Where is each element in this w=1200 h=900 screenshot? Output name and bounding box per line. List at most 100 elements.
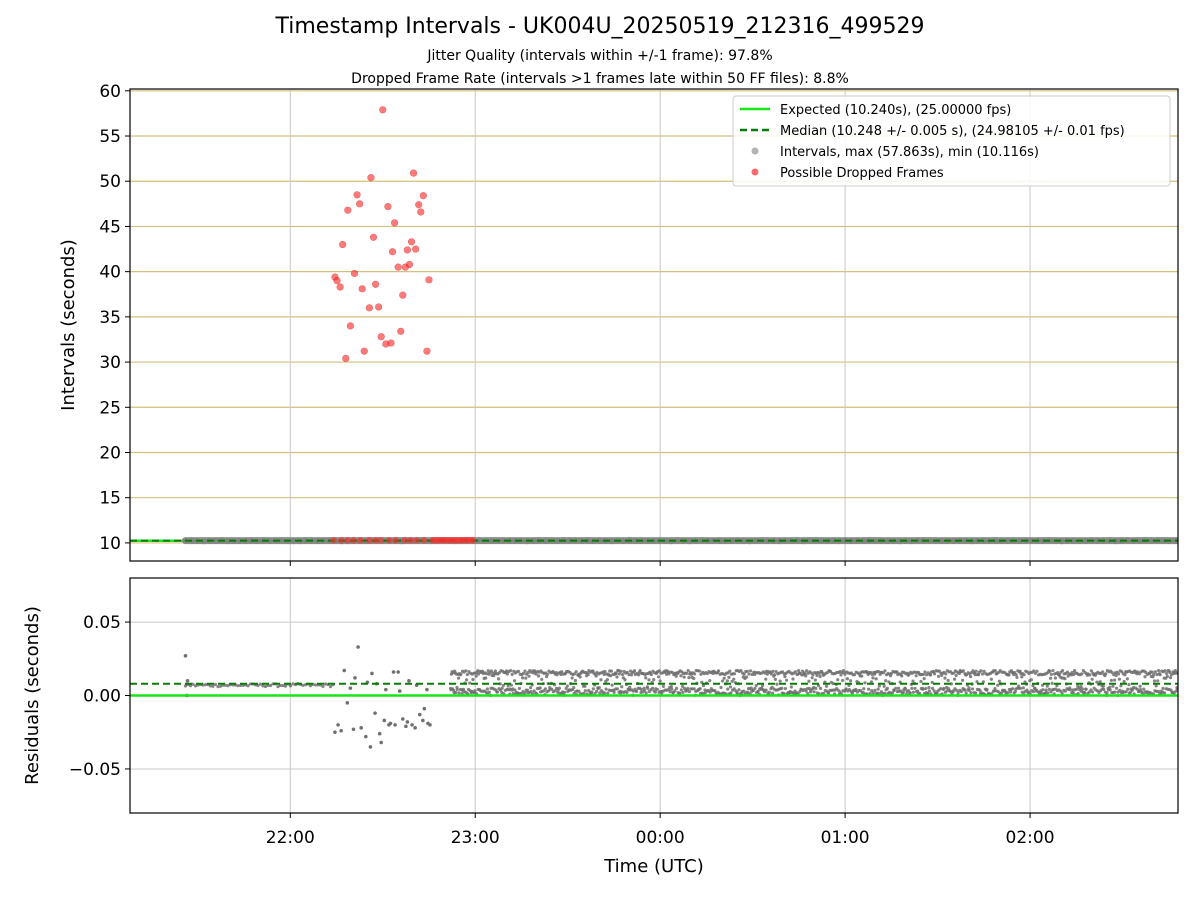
residual-point bbox=[1142, 687, 1146, 691]
interval-point bbox=[728, 537, 735, 545]
residual-point bbox=[397, 689, 402, 693]
residual-point bbox=[873, 688, 877, 692]
residual-point bbox=[321, 684, 325, 689]
interval-point bbox=[530, 537, 537, 544]
dropped-frame-point bbox=[358, 285, 366, 293]
residual-point bbox=[226, 684, 230, 688]
y-tick-label: 15 bbox=[99, 489, 121, 509]
residual-point bbox=[471, 677, 475, 682]
residual-point bbox=[211, 684, 215, 688]
residual-point bbox=[540, 677, 544, 681]
residual-point bbox=[1102, 687, 1106, 691]
residual-point bbox=[591, 687, 595, 691]
residual-point bbox=[981, 680, 985, 684]
interval-point bbox=[1094, 537, 1101, 544]
dropped-frame-point bbox=[413, 537, 420, 544]
residual-point bbox=[784, 678, 789, 682]
residual-point bbox=[400, 717, 405, 721]
residual-point bbox=[748, 669, 753, 673]
residual-point bbox=[980, 672, 985, 676]
residual-point bbox=[594, 674, 598, 678]
interval-point bbox=[1016, 537, 1023, 545]
residual-point bbox=[840, 678, 845, 683]
residual-point bbox=[623, 678, 627, 682]
residual-point bbox=[896, 686, 901, 690]
residual-point bbox=[396, 670, 400, 674]
residual-point bbox=[1080, 672, 1084, 676]
residual-point bbox=[468, 681, 472, 685]
residual-point bbox=[564, 686, 568, 690]
residual-point bbox=[1153, 670, 1157, 674]
residual-point bbox=[1111, 684, 1115, 688]
residual-point bbox=[508, 669, 513, 673]
residual-point bbox=[459, 672, 463, 676]
residual-point bbox=[1124, 690, 1128, 694]
residual-point bbox=[1169, 673, 1173, 677]
residual-point bbox=[474, 674, 478, 678]
residual-point bbox=[612, 690, 616, 694]
interval-point bbox=[500, 537, 507, 544]
residual-point bbox=[413, 726, 417, 730]
dropped-frame-point bbox=[356, 200, 364, 208]
residual-point bbox=[1105, 691, 1109, 695]
residual-point bbox=[1155, 672, 1159, 677]
residual-point bbox=[261, 684, 265, 688]
residual-point bbox=[1049, 672, 1053, 676]
residual-point bbox=[1095, 680, 1099, 684]
residual-point bbox=[942, 686, 946, 691]
residual-point bbox=[747, 672, 751, 676]
interval-point bbox=[620, 537, 627, 545]
residual-point bbox=[504, 669, 509, 673]
residual-point bbox=[1055, 683, 1059, 688]
residual-point bbox=[208, 684, 213, 688]
x-tick-label: 23:00 bbox=[451, 828, 500, 848]
residual-point bbox=[1114, 686, 1119, 690]
dropped-frame-point bbox=[346, 322, 354, 330]
residual-point bbox=[894, 686, 898, 690]
y-tick-label: 55 bbox=[99, 127, 121, 147]
residual-point bbox=[476, 669, 480, 673]
residual-point bbox=[191, 682, 195, 686]
residual-point bbox=[653, 690, 657, 694]
residual-point bbox=[258, 682, 263, 686]
residual-point bbox=[342, 668, 347, 673]
interval-point bbox=[224, 537, 231, 545]
residual-point bbox=[538, 686, 542, 690]
residual-point bbox=[473, 689, 477, 693]
residual-point bbox=[1168, 676, 1173, 680]
residual-point bbox=[824, 684, 829, 688]
residual-point bbox=[678, 691, 682, 695]
residual-point bbox=[1150, 670, 1154, 674]
residual-point bbox=[868, 691, 872, 695]
residual-point bbox=[1010, 687, 1015, 691]
residual-point bbox=[1117, 677, 1121, 681]
residual-point bbox=[513, 688, 517, 692]
interval-point bbox=[302, 537, 309, 544]
residual-point bbox=[1063, 689, 1067, 693]
residual-point bbox=[308, 684, 313, 688]
residual-point bbox=[484, 672, 489, 676]
residual-point bbox=[997, 679, 1001, 683]
residual-point bbox=[742, 672, 746, 676]
residual-point bbox=[428, 723, 432, 727]
interval-point bbox=[542, 537, 549, 544]
residual-point bbox=[1039, 691, 1043, 695]
chart-subtitle-dropped: Dropped Frame Rate (intervals >1 frames … bbox=[351, 71, 849, 87]
residual-point bbox=[770, 691, 775, 695]
intervals-plot-area bbox=[130, 106, 1178, 545]
residual-point bbox=[900, 674, 904, 678]
residual-point bbox=[913, 686, 917, 690]
residual-point bbox=[193, 684, 198, 688]
residual-point bbox=[291, 682, 295, 686]
residual-point bbox=[384, 687, 388, 692]
dropped-frame-point bbox=[350, 269, 359, 278]
residual-point bbox=[744, 675, 749, 679]
residual-point bbox=[393, 723, 397, 727]
residual-point bbox=[1069, 673, 1073, 677]
residual-point bbox=[577, 689, 581, 693]
residual-point bbox=[565, 684, 569, 688]
dropped-frame-point bbox=[384, 202, 392, 211]
residual-point bbox=[456, 676, 461, 680]
dropped-frame-point bbox=[412, 245, 420, 253]
dropped-frame-point bbox=[342, 354, 350, 363]
